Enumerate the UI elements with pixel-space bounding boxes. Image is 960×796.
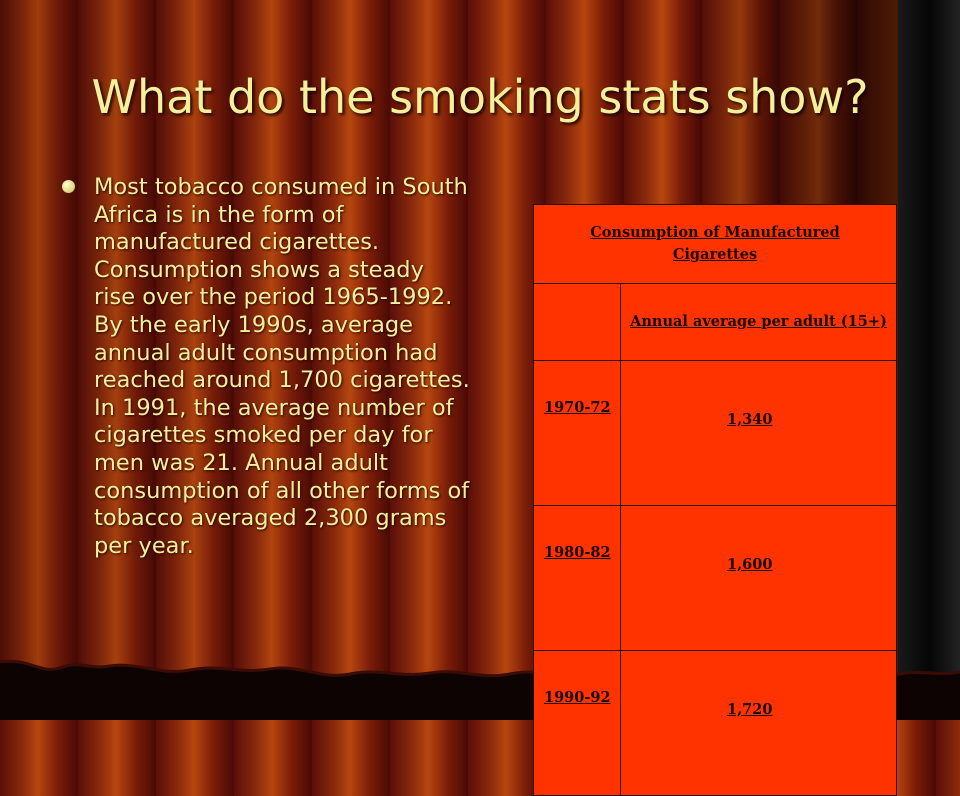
period-cell: 1990-92 [533,650,621,796]
value-cell: 1,600 [620,505,897,651]
value-cell: 1,340 [620,360,897,506]
value-cell: 1,720 [620,650,897,796]
period-cell: 1970-72 [533,360,621,506]
table-row: 1970-72 1,340 [533,360,897,506]
table-row: 1980-82 1,600 [533,505,897,651]
bullet-dot-icon [62,180,75,193]
bullet-list: Most tobacco consumed in South Africa is… [62,174,472,560]
side-drape [898,0,960,720]
period-cell: 1980-82 [533,505,621,651]
bullet-text: Most tobacco consumed in South Africa is… [94,174,470,559]
table-corner-cell [533,283,621,361]
slide-title: What do the smoking stats show? [91,70,869,124]
table-header: Consumption of Manufactured Cigarettes [533,204,897,284]
table-subheader-text: Annual average per adult (15+) [630,313,887,330]
table-row: 1990-92 1,720 [533,650,897,796]
consumption-table: Consumption of Manufactured Cigarettes A… [533,204,897,796]
table-subheader: Annual average per adult (15+) [620,283,897,361]
table-header-text: Consumption of Manufactured Cigarettes [590,224,840,263]
